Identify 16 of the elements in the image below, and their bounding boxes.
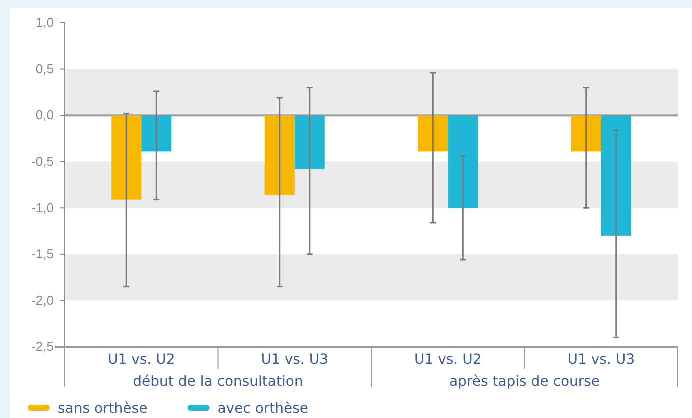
y-tick-label: -2,0 <box>32 292 54 308</box>
text: après tapis de course <box>449 374 600 390</box>
y-tick-label: -0,5 <box>32 154 54 170</box>
y-tick-label: -2,5 <box>32 339 54 354</box>
y-tick-label: -1,0 <box>32 200 54 216</box>
text: début de la consultation <box>133 374 304 390</box>
y-tick-label: 0,5 <box>36 61 54 76</box>
legend-label: avec orthèse <box>218 401 309 417</box>
y-tick-label: 1,0 <box>36 15 54 30</box>
legend-label: sans orthèse <box>58 401 148 417</box>
y-tick-label: -1,5 <box>32 246 54 262</box>
x-tick-label: U1 vs. U2 <box>414 352 482 368</box>
x-tick-label: U1 vs. U3 <box>261 352 328 368</box>
y-tick-label: 0,0 <box>36 108 54 123</box>
x-tick-label: U1 vs. U2 <box>108 352 176 368</box>
x-tick-label: U1 vs. U3 <box>568 352 635 368</box>
